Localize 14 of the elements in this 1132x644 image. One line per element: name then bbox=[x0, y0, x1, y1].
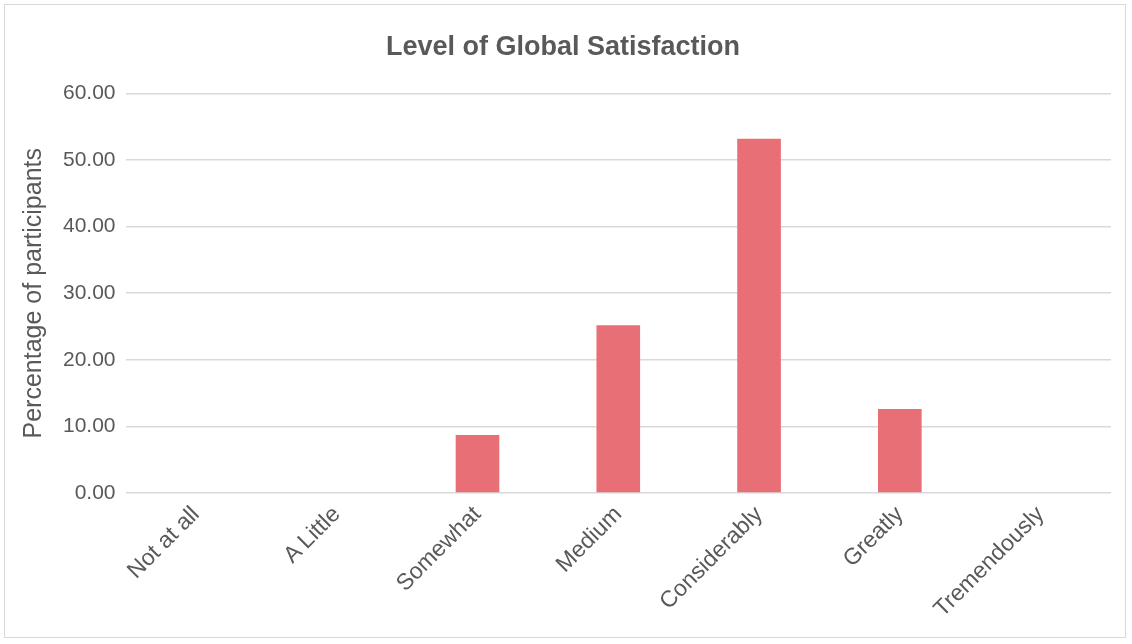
bar bbox=[596, 325, 641, 493]
y-axis-title: Percentage of participants bbox=[17, 147, 46, 439]
y-tick-label: 30.00 bbox=[62, 280, 116, 304]
bar bbox=[455, 435, 500, 493]
x-tick-label: Not at all bbox=[121, 500, 204, 583]
y-tick-label: 0.00 bbox=[74, 479, 116, 503]
bar bbox=[737, 138, 781, 493]
y-tick-label: 50.00 bbox=[62, 146, 116, 170]
y-tick-label: 40.00 bbox=[62, 213, 116, 237]
y-tick-label: 60.00 bbox=[62, 80, 116, 104]
bar bbox=[878, 409, 922, 493]
y-tick-label: 10.00 bbox=[62, 413, 116, 437]
y-tick-label: 20.00 bbox=[62, 346, 116, 370]
chart-title: Level of Global Satisfaction bbox=[385, 30, 741, 61]
